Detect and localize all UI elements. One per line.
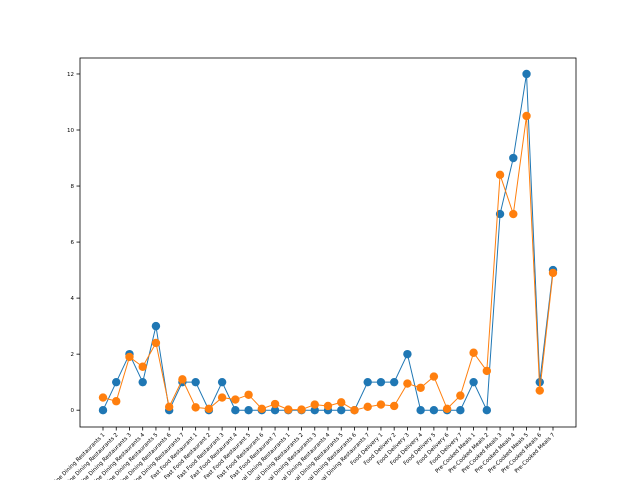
point [217,393,227,402]
point [548,268,558,278]
point [151,321,161,331]
point [217,377,227,387]
point [363,377,372,387]
point [297,405,306,414]
point [204,404,214,413]
point [456,391,465,400]
point [403,349,412,359]
point [482,405,492,415]
point [337,405,346,415]
point [495,170,505,180]
point [337,398,346,407]
point [522,69,531,79]
point [98,393,108,402]
point [469,377,478,387]
point [164,402,174,412]
point [231,405,240,415]
point [389,377,399,387]
point [482,366,492,376]
point [138,362,147,371]
point [509,153,518,163]
point [350,405,359,415]
y-tick-label: 0 [71,408,75,414]
point [191,377,200,387]
point [231,395,240,404]
point [469,348,478,357]
point [323,401,333,411]
plot-frame [79,57,577,428]
point [270,399,280,409]
point [244,405,253,415]
point [376,377,386,387]
point [244,390,253,399]
point [429,372,439,381]
y-tick-label: 4 [71,296,75,302]
point [416,383,425,392]
point [284,405,293,414]
series-line [102,73,554,413]
point [310,400,319,409]
y-tick-label: 6 [71,240,75,246]
point [178,375,187,384]
point [376,400,386,409]
point [191,403,200,412]
point [509,209,518,219]
y-tick-label: 12 [67,72,74,78]
point [416,405,425,415]
point [98,405,108,415]
y-tick-label: 10 [67,128,74,134]
point [456,405,465,415]
point [535,386,544,395]
point [125,352,134,362]
point [138,377,147,387]
point [112,377,121,387]
y-tick-label: 8 [71,184,75,190]
point [257,404,267,413]
point [151,338,161,348]
series-line [102,115,554,411]
point [403,379,412,388]
point [429,405,439,415]
point [270,405,280,415]
point [112,397,121,406]
point [442,404,452,413]
point [389,401,399,411]
y-tick-label: 2 [71,352,75,358]
point [363,402,372,412]
point [522,111,531,121]
